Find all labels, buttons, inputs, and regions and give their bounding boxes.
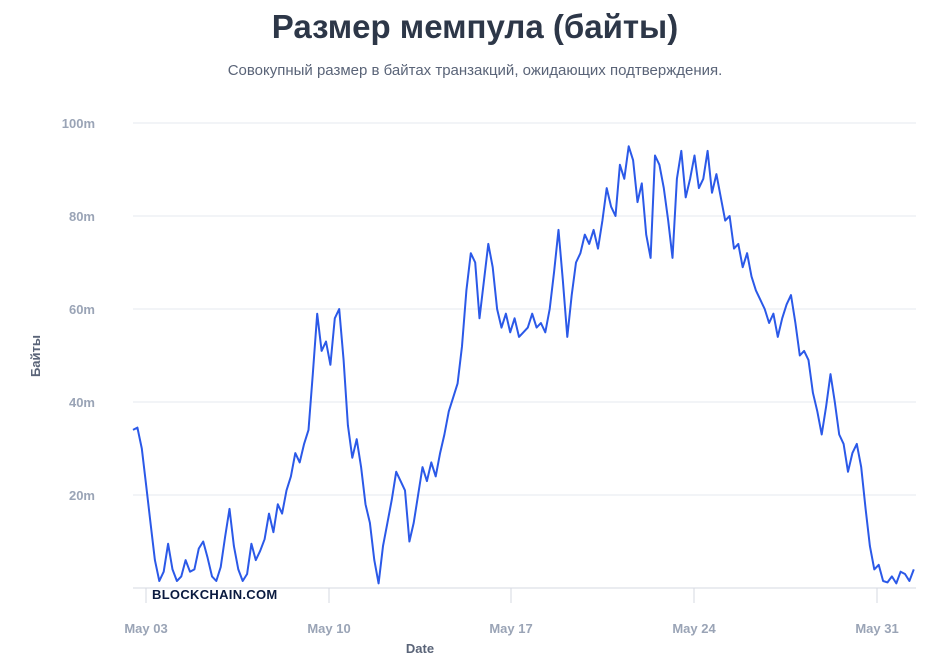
chart-subtitle: Совокупный размер в байтах транзакций, о…	[227, 62, 723, 79]
x-tick-label: May 24	[672, 621, 716, 636]
x-axis-title: Date	[406, 641, 434, 656]
gridlines	[133, 122, 916, 496]
y-tick-label: 100m	[62, 116, 95, 131]
x-axis: May 03 May 10 May 17 May 24 May 31 Date	[124, 587, 916, 656]
blockchain-watermark: BLOCKCHAIN.COM	[152, 587, 278, 602]
y-tick-label: 40m	[69, 395, 95, 410]
x-tick-label: May 31	[855, 621, 898, 636]
y-tick-label: 80m	[69, 209, 95, 224]
x-tick-label: May 17	[489, 621, 532, 636]
y-axis-title: Байты	[28, 335, 43, 377]
y-axis: 20m 40m 60m 80m 100m Байты	[28, 116, 95, 503]
x-tick-label: May 10	[307, 621, 350, 636]
y-tick-label: 20m	[69, 488, 95, 503]
mempool-size-line	[132, 145, 915, 585]
chart-title: Размер мемпула (байты)	[271, 8, 679, 45]
x-tick-label: May 03	[124, 621, 167, 636]
y-tick-label: 60m	[69, 302, 95, 317]
